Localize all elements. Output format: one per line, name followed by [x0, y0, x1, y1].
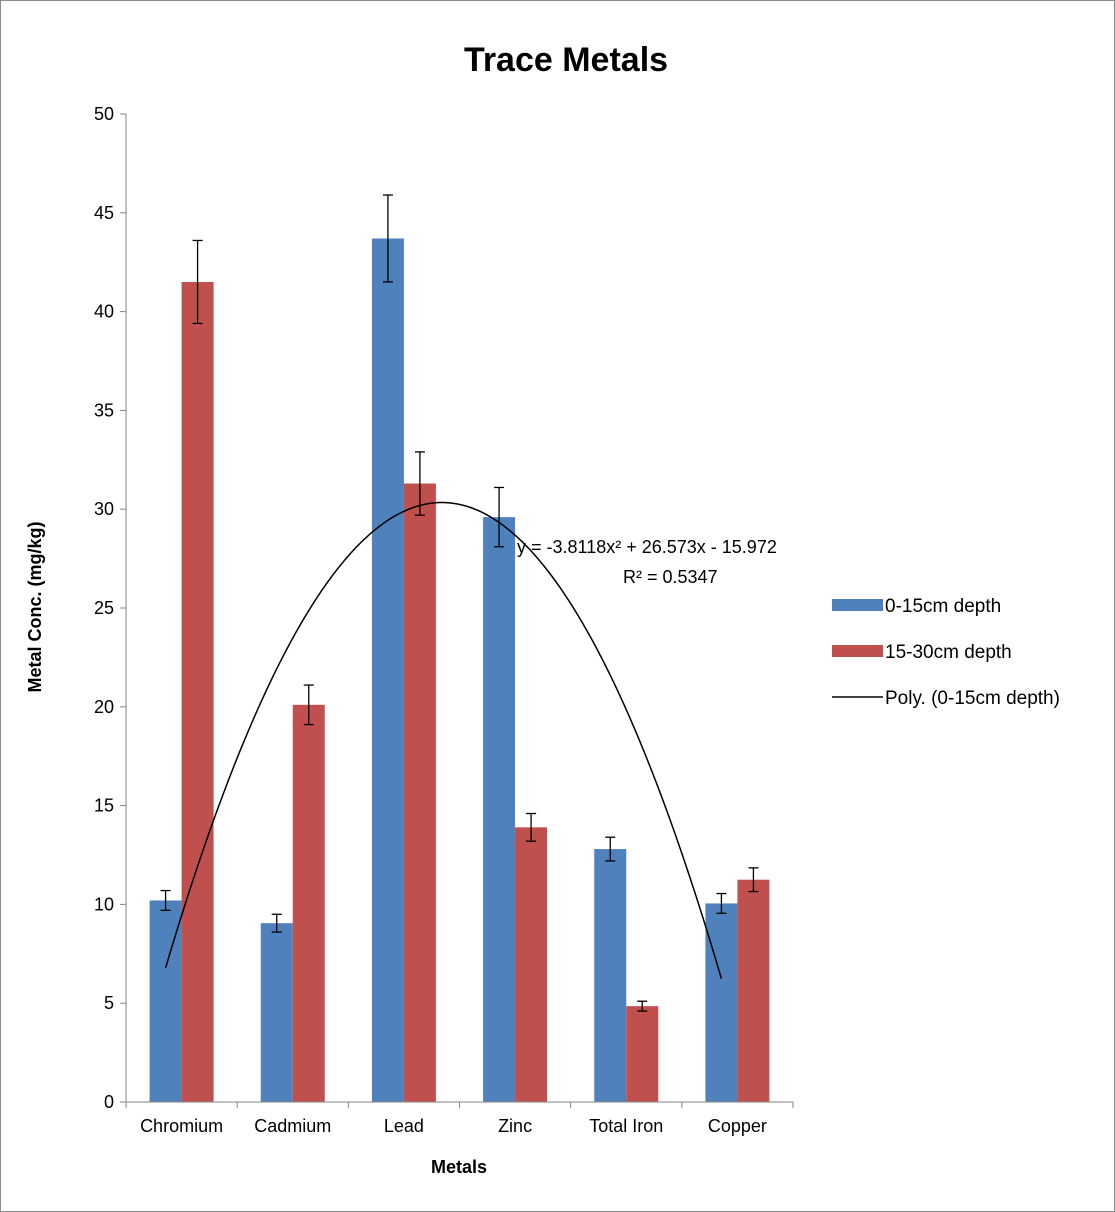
y-axis-ticks: 0 5 10 15 20 25 30 35 40 45 50 [94, 104, 126, 1112]
trendline-group [164, 501, 723, 979]
bar [260, 923, 293, 1102]
y-tick-label: 45 [94, 203, 114, 223]
x-category-label: Copper [708, 1116, 767, 1136]
legend: 0-15cm depth 15-30cm depth Poly. (0-15cm… [832, 596, 1060, 709]
bar-series [149, 238, 770, 1103]
y-tick-label: 5 [104, 993, 114, 1013]
trendline-equation: y = -3.8118x² + 26.573x - 15.972 [517, 537, 777, 557]
y-tick-label: 25 [94, 598, 114, 618]
x-category-label: Lead [384, 1116, 424, 1136]
chart-title: Trace Metals [464, 41, 668, 79]
x-axis-category-labels: Chromium Cadmium Lead Zinc Total Iron Copper [125, 1102, 794, 1136]
trendline-r-squared: R² = 0.5347 [623, 567, 718, 587]
x-category-label: Chromium [140, 1116, 223, 1136]
x-category-label: Zinc [498, 1116, 532, 1136]
y-tick-label: 35 [94, 400, 114, 420]
bar [181, 281, 214, 1103]
y-tick-label: 40 [94, 302, 114, 322]
legend-label-0-15cm: 0-15cm depth [885, 596, 1001, 617]
trendline-curve [164, 501, 723, 979]
y-tick-label: 15 [94, 796, 114, 816]
y-axis-title: Metal Conc. (mg/kg) [25, 521, 45, 692]
bar [483, 517, 516, 1102]
legend-swatch-15-30cm [832, 645, 883, 657]
y-tick-label: 50 [94, 104, 114, 124]
error-bars [160, 194, 759, 1012]
x-category-label: Cadmium [254, 1116, 331, 1136]
legend-label-15-30cm: 15-30cm depth [885, 642, 1012, 663]
bar [626, 1006, 659, 1102]
y-tick-label: 10 [94, 894, 114, 914]
y-tick-label: 30 [94, 499, 114, 519]
x-category-label: Total Iron [589, 1116, 663, 1136]
legend-label-trendline: Poly. (0-15cm depth) [885, 688, 1060, 709]
bar [292, 704, 325, 1102]
bar [705, 903, 738, 1102]
bar [737, 879, 770, 1102]
bar [594, 849, 627, 1102]
bar [403, 483, 436, 1103]
legend-swatch-0-15cm [832, 599, 883, 611]
bar [371, 238, 404, 1102]
y-tick-label: 0 [104, 1092, 114, 1112]
y-tick-label: 20 [94, 697, 114, 717]
x-axis-title: Metals [431, 1157, 487, 1177]
bar [515, 827, 548, 1102]
